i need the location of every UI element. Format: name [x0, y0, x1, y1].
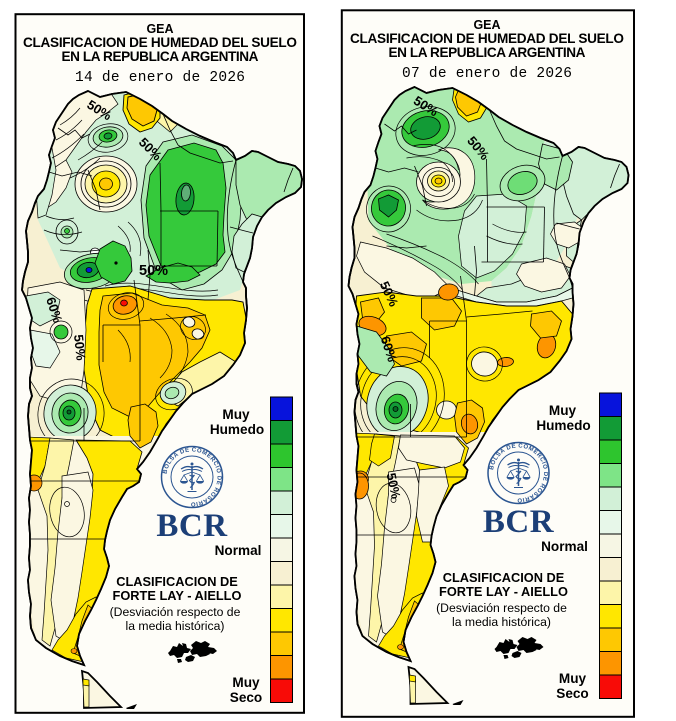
svg-text:50%: 50%	[71, 334, 89, 362]
svg-text:GEA: GEA	[473, 18, 500, 32]
svg-text:Muy: Muy	[549, 403, 577, 418]
svg-text:CLASIFICACION DE HUMEDAD DEL S: CLASIFICACION DE HUMEDAD DEL SUELO	[23, 35, 297, 50]
svg-text:EN LA REPUBLICA ARGENTINA: EN LA REPUBLICA ARGENTINA	[389, 45, 586, 60]
svg-text:50%: 50%	[139, 263, 168, 279]
svg-text:CLASIFICACION DE: CLASIFICACION DE	[116, 574, 238, 589]
svg-text:14 de enero de 2026: 14 de enero de 2026	[75, 70, 245, 86]
svg-text:(Desviación respecto de: (Desviación respecto de	[436, 601, 567, 615]
svg-text:Muy: Muy	[232, 675, 260, 690]
svg-text:BCR: BCR	[483, 504, 555, 540]
svg-text:la media histórica): la media histórica)	[126, 619, 225, 633]
svg-text:07 de enero de 2026: 07 de enero de 2026	[402, 66, 572, 82]
svg-text:Seco: Seco	[230, 690, 263, 705]
svg-text:GEA: GEA	[146, 22, 173, 36]
svg-text:la media histórica): la media histórica)	[452, 615, 551, 629]
svg-text:Humedo: Humedo	[536, 418, 590, 433]
svg-text:FORTE LAY - AIELLO: FORTE LAY - AIELLO	[439, 584, 568, 599]
svg-text:CLASIFICACION DE HUMEDAD DEL S: CLASIFICACION DE HUMEDAD DEL SUELO	[350, 31, 624, 46]
svg-text:Humedo: Humedo	[210, 422, 264, 437]
svg-text:Normal: Normal	[541, 539, 588, 554]
svg-text:BCR: BCR	[156, 508, 228, 544]
svg-text:Muy: Muy	[559, 671, 587, 686]
svg-text:Muy: Muy	[222, 407, 250, 422]
svg-text:50%: 50%	[384, 472, 404, 501]
svg-text:EN LA REPUBLICA ARGENTINA: EN LA REPUBLICA ARGENTINA	[62, 49, 259, 64]
svg-text:CLASIFICACION DE: CLASIFICACION DE	[443, 570, 565, 585]
svg-text:FORTE LAY - AIELLO: FORTE LAY - AIELLO	[113, 588, 242, 603]
svg-text:Seco: Seco	[556, 686, 589, 701]
svg-text:Normal: Normal	[215, 543, 262, 558]
svg-text:(Desviación respecto de: (Desviación respecto de	[110, 605, 241, 619]
